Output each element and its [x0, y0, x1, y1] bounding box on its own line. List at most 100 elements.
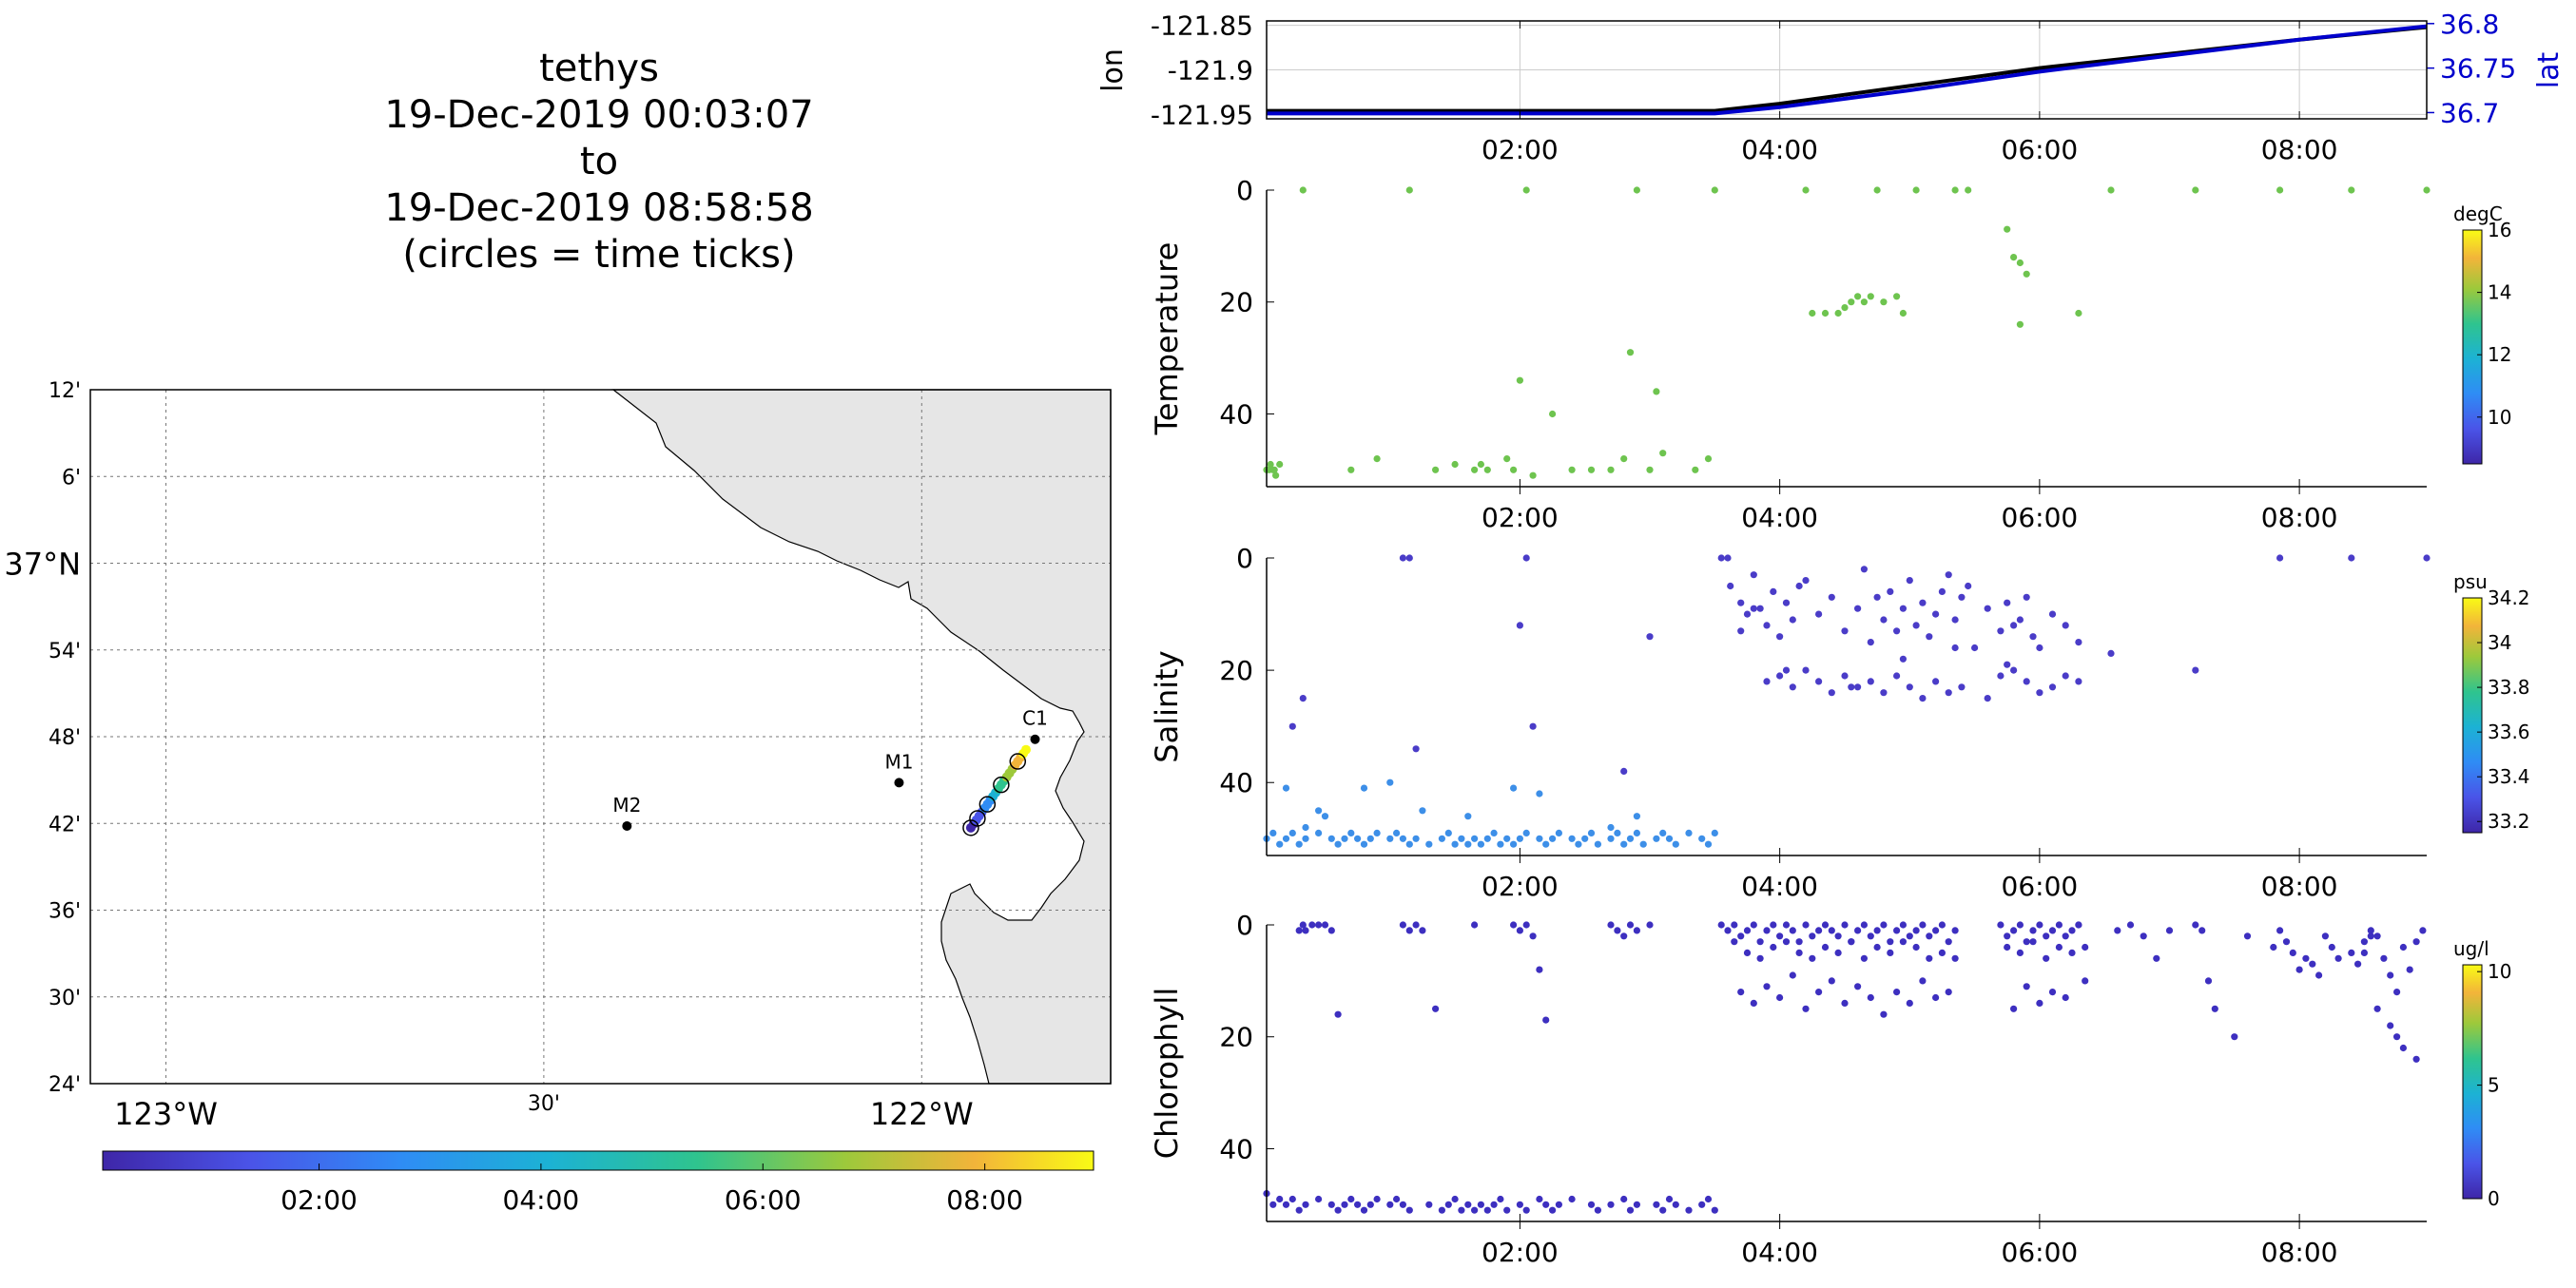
map-lat-label: 30': [48, 987, 81, 1010]
data-point: [2140, 932, 2147, 940]
data-point: [1607, 823, 1615, 832]
data-point: [1347, 1195, 1355, 1203]
data-point: [2023, 593, 2030, 601]
map-time-tick-circle: [993, 776, 1010, 794]
data-point: [1912, 622, 1920, 629]
data-point: [1276, 1195, 1284, 1203]
data-point: [2016, 259, 2024, 267]
data-point: [1750, 921, 1757, 929]
map-frame: [89, 389, 1112, 1085]
data-point: [1373, 455, 1381, 463]
map-time-tick-circle: [1009, 753, 1027, 770]
data-point: [1899, 938, 1907, 946]
data-point: [1555, 1201, 1562, 1208]
title-end-time: 19-Dec-2019 08:58:58: [384, 186, 813, 230]
data-point: [1295, 840, 1303, 848]
data-point: [1932, 678, 1940, 685]
map-lon-label: 122°W: [870, 1096, 974, 1132]
data-point: [1698, 835, 1706, 842]
data-point: [1438, 835, 1445, 842]
data-point: [1815, 989, 1823, 996]
data-point: [1724, 927, 1732, 934]
data-point: [1464, 1201, 1472, 1208]
x-tick-label: 04:00: [1741, 871, 1818, 902]
data-point: [1451, 1195, 1459, 1203]
data-point: [1887, 938, 1894, 946]
lon-tick-label: -121.95: [1151, 99, 1253, 130]
map-time-tick-circle: [962, 819, 979, 836]
data-point: [1880, 616, 1888, 624]
data-point: [1266, 466, 1273, 473]
data-point: [1626, 1206, 1635, 1214]
data-point: [1997, 921, 2005, 929]
title-to: to: [580, 140, 618, 183]
data-point: [1646, 466, 1654, 473]
data-point: [1633, 1201, 1640, 1208]
data-point: [1821, 943, 1830, 952]
data-point: [2282, 938, 2291, 946]
x-tick-label: 08:00: [2261, 1237, 2338, 1268]
data-point: [1419, 807, 1426, 815]
data-point: [1425, 840, 1433, 848]
data-point: [1841, 999, 1849, 1007]
station-marker: [894, 778, 904, 788]
data-point: [1620, 455, 1628, 463]
data-point: [1288, 1195, 1296, 1203]
data-point: [1809, 932, 1816, 940]
data-point: [2295, 966, 2303, 973]
data-point: [1516, 927, 1523, 934]
station-label: C1: [1022, 707, 1048, 730]
data-point: [1743, 949, 1752, 957]
data-point: [1841, 627, 1849, 635]
x-tick-label: 02:00: [1482, 1237, 1559, 1268]
data-point: [1828, 977, 1835, 985]
data-point: [1809, 954, 1816, 962]
data-point: [2198, 927, 2206, 934]
map-time-tick-circle: [978, 796, 997, 813]
data-point: [1841, 672, 1849, 680]
station-marker: [622, 820, 632, 831]
data-point: [1477, 460, 1484, 469]
data-point: [1750, 605, 1757, 612]
data-point: [1795, 949, 1803, 957]
data-point: [1587, 466, 1596, 473]
data-point: [1399, 921, 1406, 929]
data-point: [2004, 943, 2011, 952]
data-point: [1366, 835, 1374, 842]
data-point: [1795, 582, 1803, 590]
figure-title: tethys 19-Dec-2019 00:03:07 to 19-Dec-20…: [384, 47, 813, 277]
data-point: [1653, 388, 1660, 395]
data-point: [1809, 309, 1816, 317]
data-point: [1685, 1206, 1693, 1214]
data-point: [2211, 1005, 2218, 1012]
data-point: [2010, 1005, 2018, 1012]
data-point: [1899, 921, 1907, 929]
data-point: [2360, 949, 2368, 957]
data-point: [2276, 927, 2284, 934]
data-point: [2062, 622, 2069, 629]
data-point: [1932, 993, 1940, 1002]
data-point: [1620, 1195, 1628, 1203]
data-point: [2055, 921, 2063, 929]
data-point: [1919, 921, 1927, 929]
data-point: [1932, 610, 1940, 618]
data-point: [1568, 835, 1576, 842]
data-point: [1503, 1206, 1511, 1214]
data-point: [1464, 813, 1472, 820]
data-point: [1393, 829, 1401, 837]
colorbar-tick-label: 0: [2488, 1187, 2500, 1210]
data-point: [1321, 921, 1329, 929]
data-point: [1327, 927, 1335, 934]
data-point: [1737, 627, 1745, 635]
data-point: [2231, 1033, 2238, 1041]
data-point: [1510, 921, 1518, 929]
data-point: [1653, 835, 1660, 842]
data-point: [2360, 938, 2368, 946]
data-point: [2348, 554, 2355, 562]
data-point: [1587, 1201, 1596, 1208]
data-point: [1536, 966, 1543, 973]
data-point: [1299, 186, 1307, 194]
y-tick-label: 20: [1219, 1022, 1253, 1053]
data-point: [1919, 977, 1927, 985]
station-label: M2: [612, 794, 641, 817]
